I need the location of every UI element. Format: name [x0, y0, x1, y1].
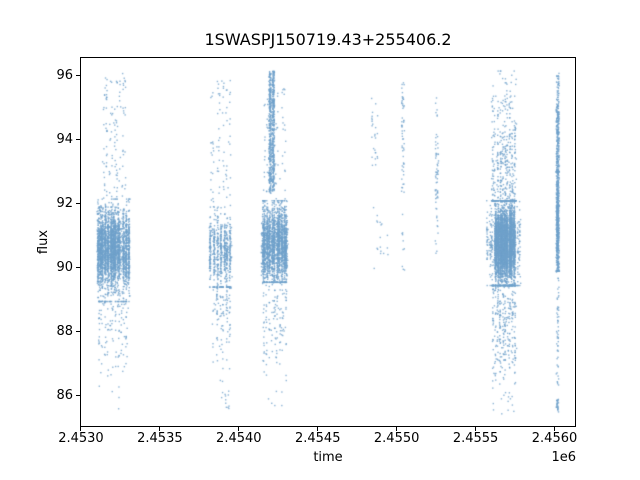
x-tick-label: 2.4545	[294, 431, 341, 446]
y-tick-label: 94	[56, 131, 73, 147]
y-tick-mark	[76, 395, 80, 397]
x-tick-mark	[317, 427, 319, 431]
y-tick-label: 88	[56, 323, 73, 339]
y-tick-label: 92	[56, 195, 73, 211]
y-tick-mark	[76, 331, 80, 333]
x-tick-mark	[396, 427, 398, 431]
x-tick-label: 2.4535	[137, 431, 183, 446]
y-tick-label: 90	[56, 259, 73, 275]
x-tick-label: 2.4555	[452, 431, 499, 446]
x-tick-mark	[554, 427, 556, 431]
y-tick-label: 96	[56, 67, 73, 83]
x-axis-offset-label: 1e6	[551, 450, 576, 465]
chart-title: 1SWASPJ150719.43+255406.2	[204, 30, 452, 49]
y-tick-mark	[76, 75, 80, 77]
y-tick-label: 86	[56, 387, 73, 403]
x-tick-mark	[80, 427, 82, 431]
x-tick-mark	[475, 427, 477, 431]
y-tick-mark	[76, 139, 80, 141]
x-tick-label: 2.4530	[58, 431, 104, 446]
x-tick-label: 2.4540	[216, 431, 262, 446]
x-tick-label: 2.4550	[373, 431, 420, 446]
x-tick-label: 2.4560	[531, 431, 578, 446]
x-tick-mark	[159, 427, 161, 431]
plot-area	[80, 57, 576, 427]
y-tick-mark	[76, 267, 80, 269]
x-tick-mark	[238, 427, 240, 431]
y-tick-mark	[76, 203, 80, 205]
x-axis-label: time	[313, 450, 343, 465]
y-axis-label: flux	[36, 229, 51, 255]
